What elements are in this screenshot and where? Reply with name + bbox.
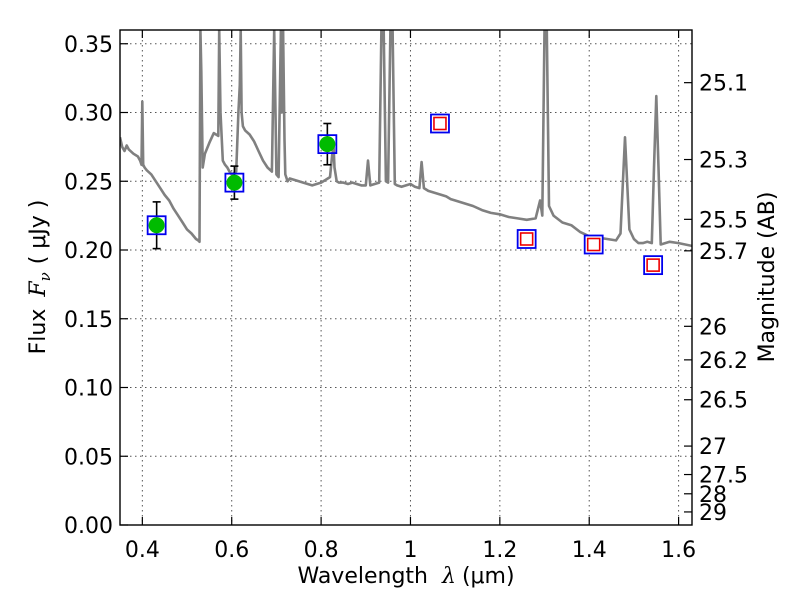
y-tick-label: 0.00 (64, 514, 113, 539)
y2-tick-label: 26.2 (699, 349, 748, 374)
limit-point (643, 255, 664, 276)
y2-tick-label: 27 (699, 435, 727, 460)
limit-marker (586, 237, 601, 252)
y-tick-label: 0.30 (64, 102, 113, 127)
photometry-point (317, 122, 338, 166)
photometry-point (224, 165, 245, 200)
photometry-box (224, 172, 245, 193)
tick-labels: 0.4 0.6 0.8 1 1.2 1.4 1.6 0.00 0.05 0.10 0.15 0.20 0… (64, 33, 748, 563)
y-tick-label: 0.10 (64, 377, 113, 402)
plot-area (120, 30, 692, 248)
y-tick-label: 0.25 (64, 170, 113, 195)
photometry-point (146, 201, 167, 250)
photometry-marker (319, 136, 336, 153)
plot-frame (119, 29, 693, 526)
y2-tick-label: 29 (699, 501, 727, 526)
y2-tick-label: 26 (699, 315, 727, 340)
y-tick-label: 0.15 (64, 308, 113, 333)
y-tick-label: 0.05 (64, 445, 113, 470)
limit-marker (433, 116, 447, 131)
x-tick-label: 1.2 (482, 538, 517, 563)
photometry-box (146, 215, 167, 236)
y2-tick-label: 25.5 (699, 208, 748, 233)
x-tick-label: 1.6 (661, 538, 696, 563)
x-tick-label: 0.6 (214, 538, 249, 563)
y-tick-label: 0.20 (64, 239, 113, 264)
y2-tick-label: 27.5 (699, 464, 748, 489)
data-markers (146, 113, 664, 276)
y2-tick-label: 26.5 (699, 389, 748, 414)
x-axis-label: Wavelength λ (μm) (297, 564, 514, 589)
photometry-marker (226, 174, 243, 191)
photometry-marker (148, 217, 165, 234)
y2-tick-label: 25.3 (699, 149, 748, 174)
limit-marker (646, 258, 660, 272)
y2-tick-label: 28 (699, 483, 727, 508)
limit-marker (519, 232, 534, 246)
y-axis-label: FluxFν( μJy ) (26, 200, 54, 355)
limit-point (430, 113, 450, 134)
photometry-box (317, 134, 338, 155)
x-tick-label: 0.8 (304, 538, 339, 563)
grid-lines (120, 30, 692, 526)
x-tick-label: 1.4 (572, 538, 607, 563)
limit-point (583, 234, 604, 255)
sed-line-model-sed (120, 30, 692, 248)
x-tick-label: 0.4 (125, 538, 160, 563)
axis-ticks (120, 30, 692, 526)
y2-tick-label: 25.1 (699, 72, 748, 97)
y2-tick-label: 25.7 (699, 240, 748, 265)
limit-point (516, 229, 537, 249)
x-tick-label: 1 (403, 538, 417, 563)
y-tick-label: 0.35 (64, 33, 113, 58)
y2-axis-label: Magnitude (AB) (755, 192, 780, 363)
